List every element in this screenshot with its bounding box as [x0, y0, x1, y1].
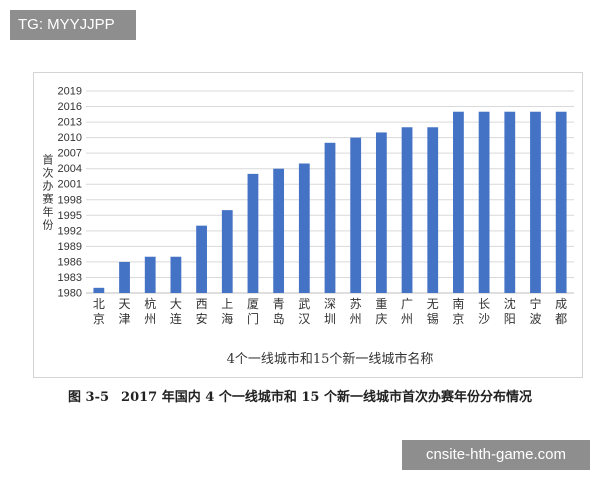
x-tick-label: 成: [555, 297, 567, 311]
y-axis-title: 份: [43, 219, 54, 232]
x-tick-label: 苏: [350, 297, 362, 311]
y-tick-label: 2004: [58, 163, 82, 175]
x-tick-label: 京: [452, 312, 464, 326]
figure-caption-text: 2017 年国内 4 个一线城市和 15 个新一线城市首次办赛年份分布情况: [121, 390, 532, 405]
y-axis-title: 首: [43, 153, 54, 167]
x-tick-label: 沈: [504, 296, 516, 311]
x-tick-label: 安: [196, 311, 208, 326]
x-tick-label: 阳: [504, 312, 516, 326]
x-tick-label: 波: [529, 312, 541, 326]
x-tick-label: 岛: [273, 311, 285, 326]
bar: [273, 168, 285, 293]
y-axis-title: 办: [43, 180, 54, 193]
x-tick-label: 连: [170, 311, 182, 326]
bar: [375, 132, 387, 293]
x-tick-label: 天: [119, 297, 131, 311]
x-tick-label: 武: [298, 297, 310, 311]
x-tick-label: 厦: [247, 297, 259, 311]
x-tick-label: 广: [401, 297, 413, 311]
y-tick-label: 1989: [58, 241, 82, 253]
bar-chart: 1980 1983 1986 1989 1992 1995 1998 2001 2004 2007…: [43, 86, 574, 367]
y-tick-label: 2013: [58, 117, 82, 129]
bar: [478, 111, 490, 293]
y-tick-label: 1980: [58, 288, 82, 300]
bar: [196, 225, 207, 293]
x-tick-label: 州: [144, 312, 156, 326]
bar: [504, 111, 516, 293]
bar: [350, 137, 362, 293]
bar: [427, 127, 439, 293]
x-tick-label: 深: [324, 297, 336, 311]
bar: [324, 142, 336, 293]
x-tick-label: 北: [93, 297, 105, 311]
bar: [401, 127, 413, 293]
y-tick-label: 2010: [58, 132, 82, 144]
x-tick-label: 津: [119, 312, 131, 326]
x-tick-label: 青: [273, 297, 285, 311]
bar: [555, 111, 567, 293]
x-tick-label: 京: [93, 312, 105, 326]
x-tick-label: 都: [555, 312, 567, 326]
x-tick-label: 南: [452, 296, 464, 311]
x-tick-label: 重: [375, 297, 387, 311]
y-tick-label: 2001: [58, 179, 82, 191]
x-axis-title: 4个一线城市和15个新一线城市名称: [227, 351, 434, 367]
bar: [119, 261, 130, 293]
bar: [170, 256, 182, 293]
x-tick-label: 大: [170, 297, 182, 311]
x-tick-label: 西: [196, 297, 208, 311]
y-axis-title: 年: [43, 205, 54, 219]
y-axis-title: 次: [43, 166, 54, 180]
x-tick-label: 沙: [478, 312, 490, 326]
x-tick-label: 圳: [324, 312, 336, 326]
y-tick-label: 2019: [58, 86, 82, 98]
x-tick-label: 锡: [427, 311, 439, 326]
y-tick-label: 1995: [58, 210, 82, 222]
x-tick-label: 杭: [144, 296, 156, 311]
bar: [298, 163, 310, 293]
x-tick-label: 门: [247, 311, 259, 326]
y-tick-label: 1998: [58, 194, 82, 206]
figure-caption: 图 3-5 2017 年国内 4 个一线城市和 15 个新一线城市首次办赛年份分布…: [0, 386, 600, 405]
y-tick-label: 1992: [58, 225, 82, 237]
x-tick-label: 庆: [375, 312, 387, 326]
x-tick-label: 汉: [298, 312, 310, 326]
bar: [247, 173, 259, 293]
x-tick-label: 上: [221, 297, 233, 311]
y-tick-label: 1983: [58, 272, 82, 284]
bar: [530, 111, 541, 293]
x-tick-label: 海: [221, 311, 233, 326]
x-tick-label: 宁: [529, 296, 541, 311]
chart-frame: 1980 1983 1986 1989 1992 1995 1998 2001 2004 2007…: [33, 72, 583, 378]
x-tick-label: 长: [478, 297, 490, 311]
x-tick-label: 无: [427, 297, 439, 311]
watermark-top: TG: MYYJJPP: [10, 10, 136, 40]
figure-number: 图 3-5: [68, 390, 110, 405]
y-tick-label: 1986: [58, 256, 82, 268]
bar: [221, 210, 233, 293]
y-axis-title: 赛: [43, 192, 54, 206]
y-tick-label: 2007: [58, 148, 82, 160]
bar: [144, 256, 156, 293]
y-tick-label: 2016: [58, 101, 82, 113]
bar: [453, 111, 464, 293]
watermark-bottom: cnsite-hth-game.com: [402, 440, 590, 470]
bar: [93, 287, 105, 293]
x-tick-label: 州: [350, 312, 362, 326]
x-tick-label: 州: [401, 312, 413, 326]
